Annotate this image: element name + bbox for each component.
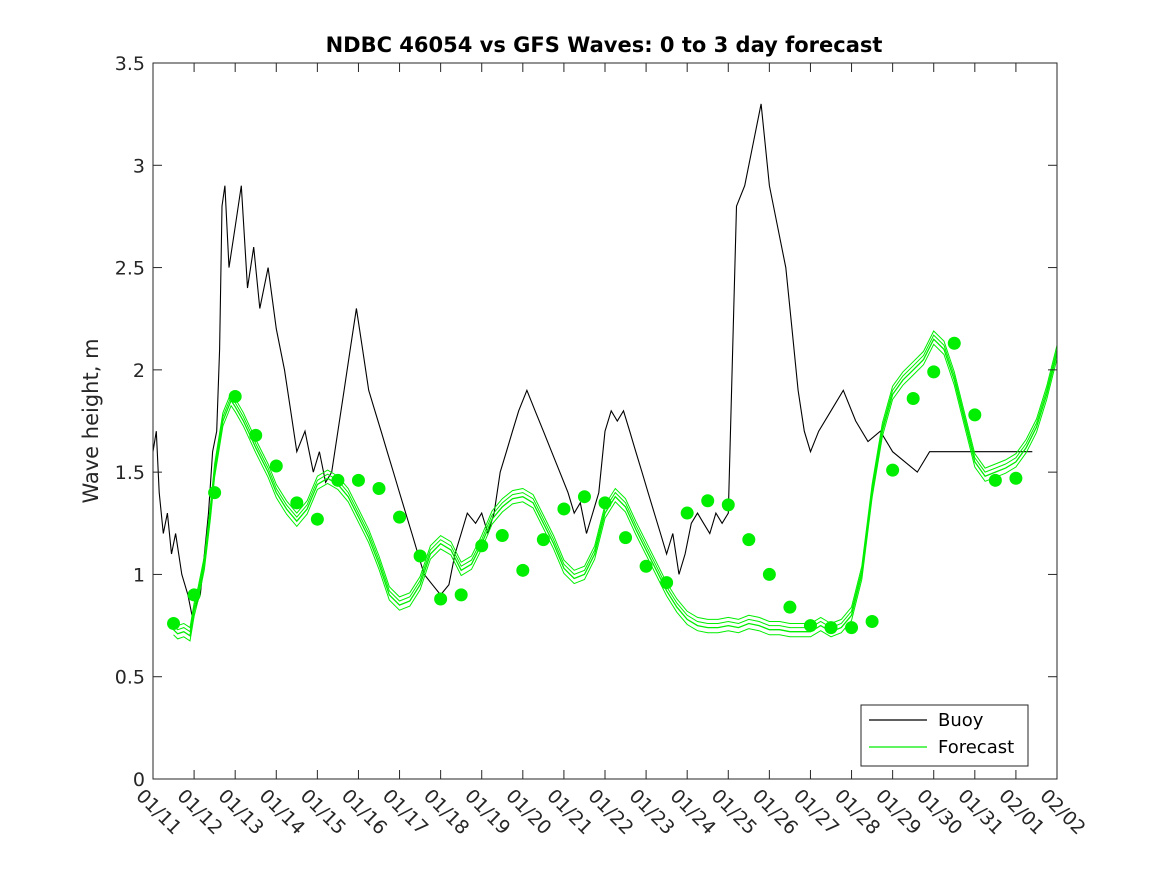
forecast-marker-point [577,490,591,504]
y-tick-label: 1 [133,564,145,586]
forecast-marker-point [906,391,920,405]
forecast-marker-point [413,549,427,563]
forecast-marker-point [1009,471,1023,485]
forecast-ensemble-line [173,334,1058,633]
forecast-marker-point [516,563,530,577]
forecast-marker-point [187,588,201,602]
forecast-marker-point [536,533,550,547]
forecast-marker-point [208,486,222,500]
series-layer [152,103,1058,642]
y-tick-label: 3.5 [115,53,145,75]
forecast-marker-point [167,617,181,631]
forecast-marker-point [824,621,838,635]
y-tick-label: 0.5 [115,667,145,689]
forecast-marker-point [331,473,345,487]
forecast-ensemble-line [173,330,1058,629]
forecast-marker-point [495,529,509,543]
forecast-marker-point [762,567,776,581]
forecast-marker-point [393,510,407,524]
forecast-ensemble-line [173,343,1058,642]
y-tick-label: 3 [133,155,145,177]
forecast-marker-point [598,496,612,510]
forecast-marker-point [290,496,304,510]
forecast-marker-point [351,473,365,487]
forecast-marker-point [701,494,715,508]
forecast-marker-point [475,539,489,553]
forecast-marker-point [434,592,448,606]
forecast-marker-point [845,621,859,635]
legend-label-buoy: Buoy [938,710,984,731]
forecast-markers [167,336,1023,635]
forecast-marker-point [454,588,468,602]
forecast-marker-point [639,559,653,573]
forecast-marker-point [269,459,283,473]
forecast-marker-point [557,502,571,516]
forecast-marker-point [660,576,674,590]
forecast-marker-point [680,506,694,520]
chart-title: NDBC 46054 vs GFS Waves: 0 to 3 day fore… [326,33,883,57]
buoy-series-line [152,103,1033,618]
y-tick-label: 2 [133,360,145,382]
forecast-marker-point [721,498,735,512]
y-tick-label: 1.5 [115,462,145,484]
forecast-marker-point [742,533,756,547]
forecast-marker-point [372,482,386,496]
forecast-marker-point [927,365,941,379]
forecast-marker-point [619,531,633,545]
legend-box [860,704,1029,767]
forecast-marker-point [803,619,817,633]
forecast-marker-point [865,614,879,628]
forecast-marker-point [310,512,324,526]
plot-area [153,63,1057,779]
forecast-marker-point [968,408,982,422]
forecast-marker-point [886,463,900,477]
legend-label-forecast: Forecast [938,737,1014,758]
y-axis-label: Wave height, m [79,338,103,503]
y-tick-label: 0 [133,769,145,791]
forecast-marker-point [988,473,1002,487]
forecast-marker-point [249,428,263,442]
forecast-marker-point [947,336,961,350]
forecast-marker-point [783,600,797,614]
legend: Buoy Forecast [860,704,1029,767]
y-tick-label: 2.5 [115,258,145,280]
plot-background [153,63,1057,779]
forecast-marker-point [228,389,242,403]
forecast-series-line [173,338,1058,637]
